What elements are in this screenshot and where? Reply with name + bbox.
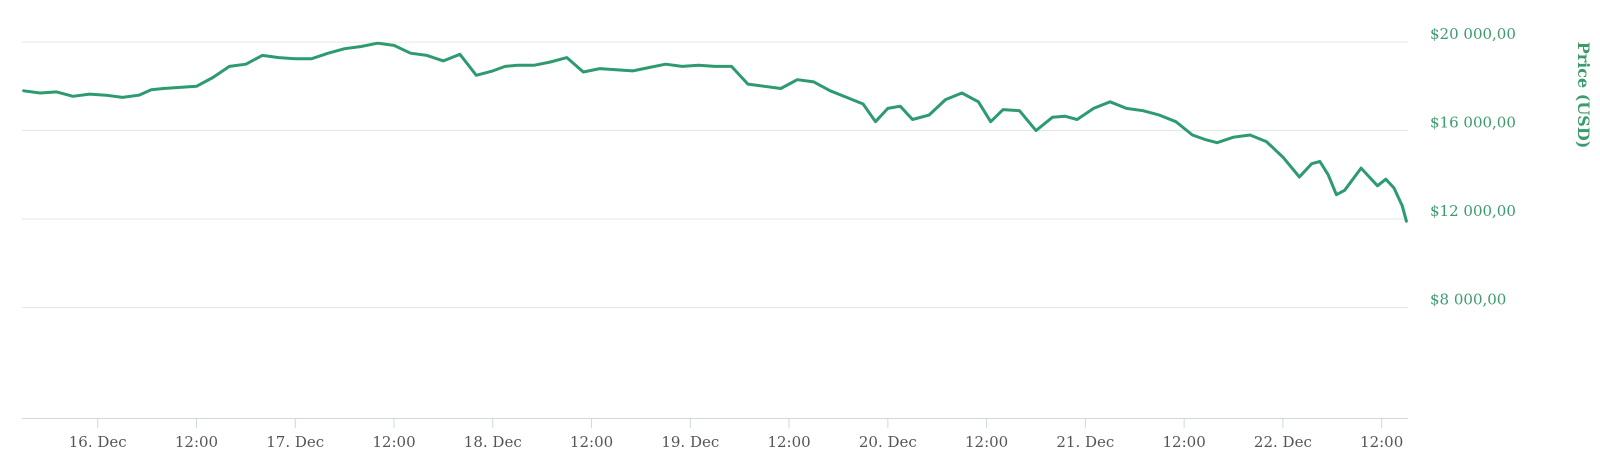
- x-tick-label: 19. Dec: [661, 433, 719, 451]
- x-tick-label: 12:00: [1360, 433, 1403, 451]
- x-tick-label: 12:00: [372, 433, 415, 451]
- y-axis-title: Price (USD): [1574, 42, 1593, 149]
- x-tick-label: 12:00: [1163, 433, 1206, 451]
- x-tick-label: 21. Dec: [1056, 433, 1114, 451]
- x-tick-label: 12:00: [175, 433, 218, 451]
- x-tick-label: 12:00: [767, 433, 810, 451]
- price-line: [22, 41, 1408, 223]
- y-tick-label: $20 000,00: [1430, 25, 1516, 43]
- series-layer: [22, 41, 1408, 223]
- x-tick-label: 17. Dec: [266, 433, 324, 451]
- x-tick-label: 12:00: [570, 433, 613, 451]
- x-tick-label: 12:00: [965, 433, 1008, 451]
- y-tick-label: $8 000,00: [1430, 290, 1506, 308]
- y-tick-label: $16 000,00: [1430, 114, 1516, 132]
- x-tick-label: 22. Dec: [1254, 433, 1312, 451]
- x-tick-label: 18. Dec: [464, 433, 522, 451]
- gridlines: [22, 41, 1408, 308]
- x-tick-label: 20. Dec: [859, 433, 917, 451]
- y-axis-ticks: $8 000,00 $12 000,00 $16 000,00 $20 000,00: [1430, 25, 1516, 308]
- x-tick-label: 16. Dec: [69, 433, 127, 451]
- y-tick-label: $12 000,00: [1430, 202, 1516, 220]
- x-axis-ticks: 16. Dec 12:00 17. Dec 12:00 18. Dec 12:00 19. …: [69, 418, 1403, 451]
